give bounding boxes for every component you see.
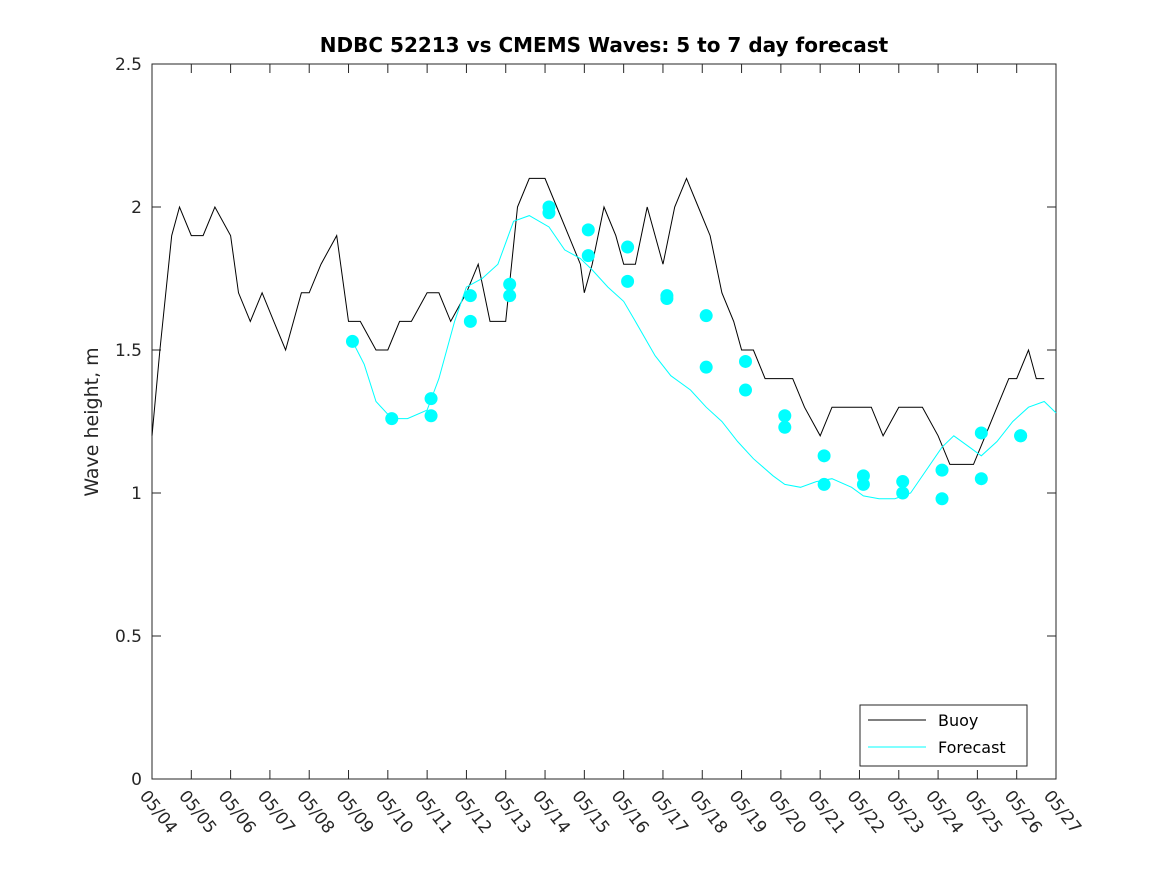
forecast-marker xyxy=(621,274,635,288)
legend: Buoy Forecast xyxy=(859,704,1028,767)
forecast-marker xyxy=(503,289,517,303)
y-ticks: 0 0.5 1 1.5 2 2.5 xyxy=(115,55,1056,790)
forecast-marker xyxy=(345,334,359,348)
forecast-marker xyxy=(424,392,438,406)
axes-box xyxy=(151,63,1057,780)
marker-layer xyxy=(345,200,1028,506)
forecast-marker xyxy=(817,477,831,491)
forecast-marker xyxy=(974,472,988,486)
forecast-marker xyxy=(699,309,713,323)
y-tick-label: 0.5 xyxy=(115,627,142,647)
forecast-marker xyxy=(738,354,752,368)
forecast-marker xyxy=(581,249,595,263)
y-axis-label: Wave height, m xyxy=(81,347,103,496)
forecast-marker xyxy=(974,426,988,440)
forecast-marker xyxy=(896,486,910,500)
forecast-marker xyxy=(424,409,438,423)
legend-forecast-label: Forecast xyxy=(938,738,1006,757)
forecast-marker xyxy=(463,289,477,303)
forecast-marker xyxy=(463,314,477,328)
forecast-marker xyxy=(581,223,595,237)
forecast-marker xyxy=(1014,429,1028,443)
forecast-marker xyxy=(856,469,870,483)
buoy-series-line xyxy=(151,177,1045,465)
forecast-marker xyxy=(935,492,949,506)
y-tick-label: 2.5 xyxy=(115,55,142,75)
forecast-marker xyxy=(699,360,713,374)
forecast-marker xyxy=(778,409,792,423)
y-tick-label: 2 xyxy=(131,198,142,218)
forecast-marker xyxy=(660,292,674,306)
y-tick-label: 1 xyxy=(131,484,142,504)
forecast-marker xyxy=(621,240,635,254)
series-layer xyxy=(151,177,1057,500)
legend-buoy-label: Buoy xyxy=(938,711,978,730)
forecast-marker xyxy=(896,475,910,489)
forecast-marker xyxy=(385,412,399,426)
forecast-marker xyxy=(778,420,792,434)
forecast-marker xyxy=(542,206,556,220)
legend-box xyxy=(859,704,1028,767)
y-tick-label: 1.5 xyxy=(115,341,142,361)
chart-title: NDBC 52213 vs CMEMS Waves: 5 to 7 day fo… xyxy=(320,33,889,57)
y-tick-label: 0 xyxy=(131,770,142,790)
forecast-marker xyxy=(935,463,949,477)
forecast-marker xyxy=(738,383,752,397)
forecast-marker xyxy=(503,277,517,291)
forecast-series-line xyxy=(352,215,1057,500)
forecast-marker xyxy=(817,449,831,463)
